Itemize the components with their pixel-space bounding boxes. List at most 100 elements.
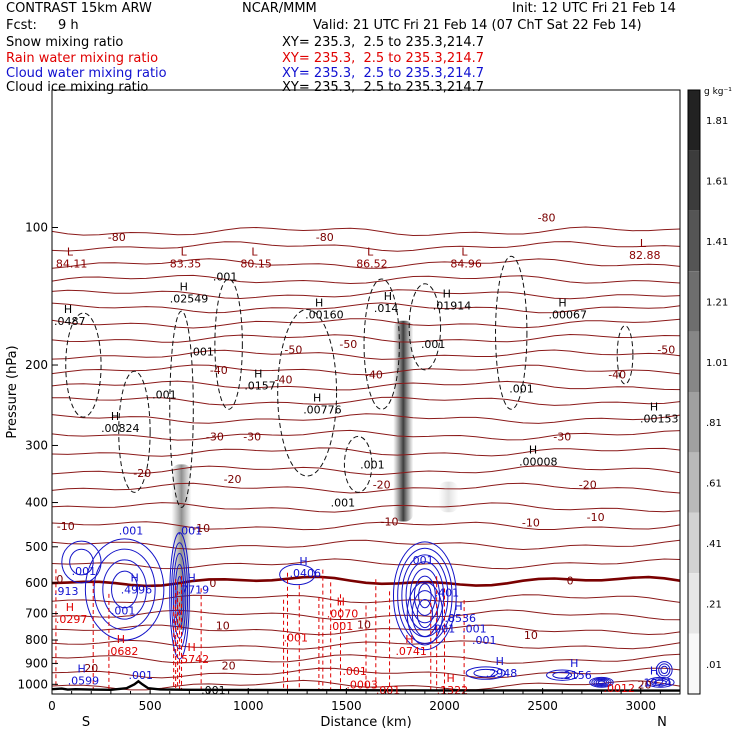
isotherm-line-22 bbox=[52, 594, 680, 604]
cloud-water-contour-3-0 bbox=[392, 541, 457, 651]
extremum-mark-16: H bbox=[254, 368, 262, 381]
colorbar-segment-2 bbox=[688, 210, 700, 272]
extremum-value-26: .001 bbox=[72, 565, 97, 578]
isotherm-line-4 bbox=[52, 289, 680, 300]
extremum-mark-53: H bbox=[447, 672, 455, 685]
isotherm-line-5 bbox=[52, 302, 680, 314]
cloud-ice-shading-2 bbox=[438, 481, 459, 513]
cloud-water-contour-9-1 bbox=[658, 663, 671, 677]
snow-contour-9 bbox=[616, 325, 634, 385]
isotherm-line-0 bbox=[52, 226, 680, 237]
extremum-value-10: .014 bbox=[374, 302, 399, 315]
colorbar-label-4: 1.01 bbox=[706, 358, 728, 369]
extremum-value-51: .0003 bbox=[346, 678, 378, 691]
colorbar-segment-8 bbox=[688, 573, 700, 634]
colorbar-segment-3 bbox=[688, 271, 700, 332]
extremum-value-0: 84.11 bbox=[56, 258, 88, 271]
isotherm-line-18 bbox=[52, 521, 680, 531]
extremum-value-16: .0157 bbox=[244, 380, 276, 393]
temperature-label-21: -10 bbox=[587, 511, 605, 524]
cloud-water-contour-3-1 bbox=[397, 547, 453, 644]
temperature-label-9: -40 bbox=[608, 369, 626, 382]
extremum-value-54: .0012 bbox=[603, 682, 635, 695]
snow-contour-1 bbox=[118, 370, 151, 493]
cloud-water-contour-5-0 bbox=[465, 666, 506, 680]
isotherm-line-2 bbox=[52, 258, 680, 269]
cloud-water-contour-6-1 bbox=[552, 671, 573, 679]
y-tick-label-6: 700 bbox=[25, 607, 48, 621]
extremum-mark-40: H bbox=[496, 655, 504, 668]
cloud-water-contour-3-3 bbox=[405, 561, 445, 631]
cloud-water-contour-1-4 bbox=[176, 575, 183, 616]
snow-contour-3 bbox=[214, 278, 243, 410]
isotherm-line-14 bbox=[52, 447, 680, 457]
extremum-value-31: .7719 bbox=[178, 583, 210, 596]
extremum-mark-3: L bbox=[367, 246, 374, 259]
extremum-value-21: .001 bbox=[360, 458, 385, 471]
snow-contour-6 bbox=[363, 278, 400, 410]
cloud-water-contour-0-0 bbox=[84, 538, 165, 641]
extremum-value-32: .401 bbox=[435, 587, 460, 600]
colorbar-label-9: .01 bbox=[706, 660, 722, 671]
isotherm-line-9 bbox=[52, 364, 680, 376]
temperature-label-10: -30 bbox=[206, 431, 224, 444]
x-tick-label-3: 1500 bbox=[331, 699, 362, 713]
temperature-label-15: -20 bbox=[373, 478, 391, 491]
x-tick-label-1: 500 bbox=[139, 699, 162, 713]
temperature-label-19: -10 bbox=[381, 515, 399, 528]
cloud-water-contour-7-0 bbox=[589, 676, 614, 688]
snow-contour-8 bbox=[495, 255, 528, 410]
extremum-value-49: .5742 bbox=[178, 653, 210, 666]
temperature-label-3: -50 bbox=[657, 344, 675, 357]
extremum-mark-48: H bbox=[405, 633, 413, 646]
x-tick-label-5: 2500 bbox=[527, 699, 558, 713]
extremum-value-14: .001 bbox=[421, 338, 446, 351]
center-name: NCAR/MMM bbox=[242, 1, 317, 16]
isotherm-line-11 bbox=[52, 396, 680, 406]
extremum-value-13: .001 bbox=[189, 346, 214, 359]
isotherm-line-17 bbox=[52, 502, 680, 513]
snow-contour-0 bbox=[65, 312, 102, 418]
extremum-mark-44: H bbox=[337, 596, 345, 609]
cloud-water-contour-8-1 bbox=[650, 678, 671, 687]
cloud-water-contour-0-1 bbox=[93, 548, 156, 631]
legend-cloud-ice-name: Cloud ice mixing ratio bbox=[6, 80, 149, 95]
cloud-water-contour-0-3 bbox=[111, 570, 139, 609]
legend-rain-xy: XY= 235.3, 2.5 to 235.3,214.7 bbox=[282, 51, 485, 66]
extremum-value-50: .001 bbox=[342, 665, 367, 678]
valid-time: Valid: 21 UTC Fri 21 Feb 14 (07 ChT Sat … bbox=[313, 18, 642, 33]
temperature-label-29: 20 bbox=[222, 660, 236, 673]
y-tick-label-0: 100 bbox=[25, 221, 48, 235]
snow-contour-2 bbox=[169, 310, 194, 508]
legend-rain-name: Rain water mixing ratio bbox=[6, 51, 159, 66]
colorbar-segment-6 bbox=[688, 452, 700, 513]
extremum-value-4: 84.96 bbox=[450, 258, 482, 271]
colorbar-segment-9 bbox=[688, 633, 700, 694]
isotherm-0C bbox=[52, 575, 680, 588]
extremum-value-33: .001 bbox=[111, 605, 136, 618]
colorbar-unit: g kg⁻¹ bbox=[704, 87, 732, 97]
cloud-water-contour-2-1 bbox=[69, 548, 94, 576]
extremum-value-52: .001 bbox=[376, 684, 401, 697]
y-tick-label-9: 1000 bbox=[17, 677, 48, 691]
isotherm-line-15 bbox=[52, 465, 680, 476]
extremum-value-12: .00067 bbox=[549, 308, 588, 321]
x-tick-label-6: 3000 bbox=[625, 699, 656, 713]
temperature-label-25: 10 bbox=[216, 620, 230, 633]
extremum-value-18: .001 bbox=[509, 382, 534, 395]
extremum-mark-20: H bbox=[111, 410, 119, 423]
cloud-water-contour-9-0 bbox=[655, 661, 673, 679]
cloud-water-contour-9-2 bbox=[660, 665, 669, 675]
extremum-value-41: .2156 bbox=[560, 669, 592, 682]
cloud-water-contour-2-0 bbox=[61, 540, 102, 584]
extremum-value-6: .0487 bbox=[54, 315, 86, 328]
x-axis-title: Distance (km) bbox=[320, 715, 411, 730]
extremum-value-42: .1924 bbox=[640, 676, 672, 689]
y-tick-label-4: 500 bbox=[25, 540, 48, 554]
temperature-label-12: -30 bbox=[553, 431, 571, 444]
extremum-value-44: .0070 bbox=[327, 608, 359, 621]
isotherm-line-20 bbox=[52, 558, 680, 570]
extremum-value-47: .0682 bbox=[107, 645, 139, 658]
cloud-water-contour-7-1 bbox=[591, 677, 612, 687]
extremum-value-28: .0406 bbox=[289, 567, 321, 580]
